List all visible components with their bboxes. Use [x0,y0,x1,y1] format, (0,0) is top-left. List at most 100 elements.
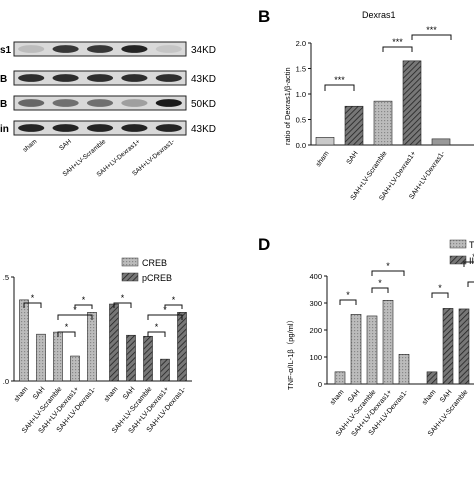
chart-b-y-tick-label: 0.5 [296,116,306,125]
chart-c-sig-bracket [164,304,183,309]
blot-band [86,74,114,82]
chart-d-y-tick-label: 100 [309,353,322,362]
chart-b-sig-bracket [324,84,355,91]
chart-d-x-tick-label: sham [421,389,437,407]
chart-b-sig-annotation: *** [334,75,345,85]
chart-c-bar [126,334,136,382]
chart-b-bar [402,60,422,146]
blot-band [18,45,45,53]
chart-b-sig-annotation: *** [426,25,437,35]
blot-lane-labels: sham SAHSAH+LV-ScrambleSAH+LV-Dexras1+SAH… [22,138,176,179]
chart-b-y-tick-label: 0.0 [296,141,306,150]
chart-c-y-tick-label: .0 [3,377,9,386]
chart-c-sig-annotation: * [121,293,125,303]
chart-c-sig-annotation: * [82,295,86,305]
blot-kd-label: 43KD [191,74,216,85]
chart-b-y-tick-label: 2.0 [296,39,306,48]
chart-b-bar [373,100,393,146]
chart-c-sig-bracket [147,314,183,320]
chart-b-title: Dexras1 [362,10,396,20]
chart-b-bar [315,137,335,146]
chart-c-y-tick-label: .5 [3,273,9,282]
chart-c-bar [19,299,29,382]
chart-c-sig-bracket [57,331,76,337]
blot-row-label: B [0,74,7,85]
legend-swatch-ii [449,255,467,265]
western-blot: s1 34KD B 43KD B 50KD in 43KD [0,41,216,136]
blot-band [18,124,45,132]
blot-band [52,74,79,82]
chart-d-bar [350,314,362,385]
blot-band [52,124,79,132]
legend-swatch-pcreb [121,272,139,282]
chart-d-sig-bracket [371,270,405,276]
chart-d-y-tick-label: 0 [318,380,322,389]
chart-b-x-tick-label: SAH [346,150,360,166]
chart-c-bar [87,312,97,382]
chart-d-bar [398,353,410,385]
blot-kd-label: 34KD [191,45,216,56]
chart-d-x-tick-label: SAH [347,389,362,405]
chart-c-x-tick-label: sham [13,386,29,404]
chart-d-y-tick-label: 200 [309,326,322,335]
blot-band [86,99,114,107]
blot-row-label: in [0,124,9,135]
chart-d-sig-annotation: * [378,278,382,288]
blot-row-label: s1 [0,45,12,56]
chart-d-bar [382,299,394,385]
chart-c-bar [70,355,80,382]
chart-b-ylabel: ratio of Dexras1/β-actin [283,67,292,145]
chart-c-sig-annotation: * [163,305,167,315]
blot-lane-label: sham [22,138,39,154]
chart-c-sig-bracket [57,314,93,320]
chart-c-bar [53,331,63,382]
blot-band [121,99,148,107]
chart-c-x-tick-label: SAH [32,386,47,402]
legend-swatch-t [449,239,467,249]
blot-lane-label: SAH [58,138,73,152]
chart-b-y-tick-label: 1.0 [296,90,306,99]
legend-label-t: T [469,240,474,250]
chart-d-sig-annotation: * [346,290,350,300]
blot-kd-label: 43KD [191,124,216,135]
blot-band [86,124,114,132]
chart-b-sig-bracket [382,46,413,52]
chart-d-sig-annotation: * [438,283,442,293]
chart-c-sig-annotation: * [155,322,159,332]
chart-d-sig-bracket [467,281,474,287]
legend-swatch-creb [121,257,139,267]
chart-c-sig-bracket [113,302,132,308]
chart-c-bar [109,303,119,382]
chart-d-sig-bracket [463,261,474,267]
chart-d-sig-annotation: * [472,252,474,262]
blot-band [52,45,79,53]
chart-c-bar [160,358,170,382]
blot-band [121,45,148,53]
chart-b-x-tick-label: sham [315,150,331,168]
chart-c-sig-bracket [74,304,93,309]
legend-label-pcreb: pCREB [142,273,172,283]
legend-label-creb: CREB [142,258,167,268]
chart-c-sig-bracket [23,302,42,308]
chart-d-x-tick-label: SAH [439,389,454,405]
chart-d-sig-bracket [371,287,389,293]
chart-d-sig-annotation: * [386,261,390,271]
blot-band [52,99,79,107]
blot-band [121,74,148,82]
chart-d-bar [426,371,438,385]
chart-c-bar [36,333,46,382]
chart-c-sig-annotation: * [73,305,77,315]
blot-row-label: B [0,99,7,110]
panel-letter-b: B [258,7,270,26]
blot-band [155,124,182,132]
chart-d-y-tick-label: 300 [309,299,322,308]
chart-b-sig-annotation: *** [392,37,403,47]
legend-label-ii: II [469,256,474,266]
chart-d-ylabel: TNF-α/IL-1β（pg/ml） [286,316,295,390]
blot-band [155,99,182,107]
chart-b-bar [344,105,364,146]
chart-d-bar [458,308,470,385]
chart-c-sig-annotation: * [172,295,176,305]
panel-letter-d: D [258,235,270,254]
